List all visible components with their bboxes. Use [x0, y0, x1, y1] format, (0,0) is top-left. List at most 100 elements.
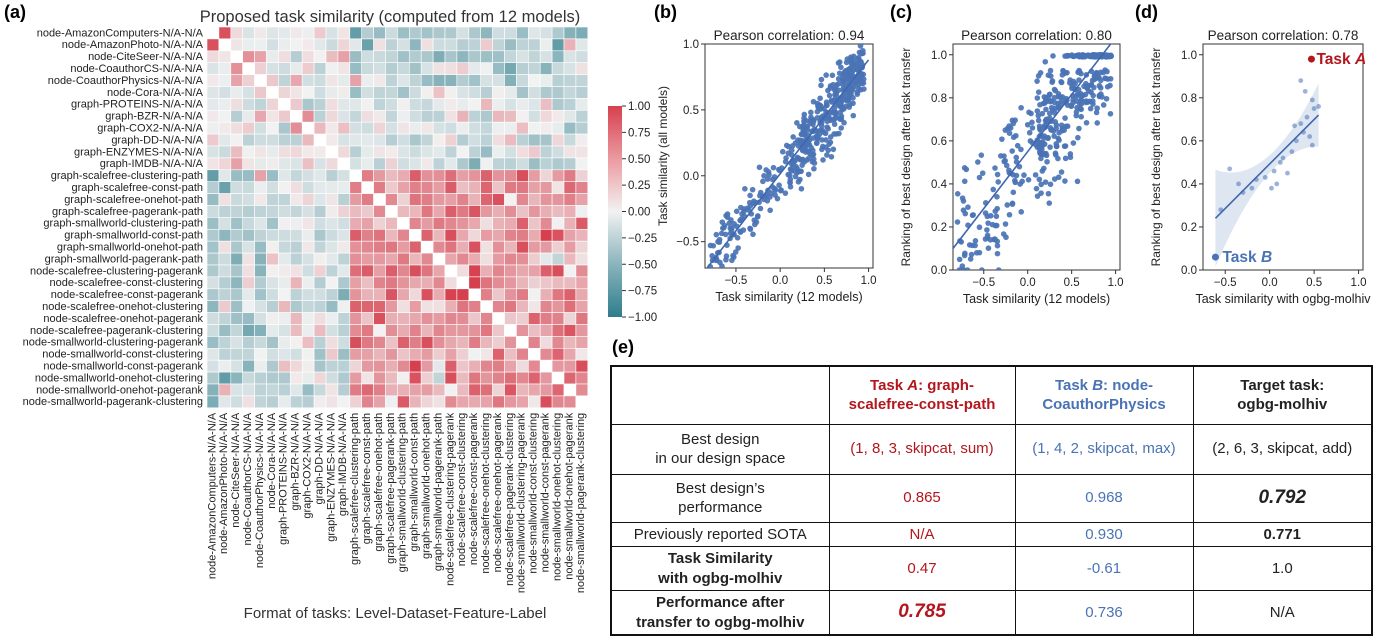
heatmap-cell — [206, 62, 220, 75]
heatmap-cell — [206, 169, 220, 183]
heatmap-cell — [539, 26, 553, 40]
heatmap-row-label: graph-COX2-N/A-N/A — [97, 122, 203, 134]
heatmap-cell — [266, 193, 279, 206]
scatter-point — [1053, 143, 1060, 150]
heatmap-cell — [408, 193, 422, 206]
heatmap-cell — [325, 133, 339, 147]
scatter-point — [1076, 67, 1082, 74]
plot-frame — [704, 43, 874, 269]
heatmap-cell — [278, 252, 291, 266]
heatmap-cell — [480, 50, 493, 63]
scatter-point — [819, 146, 825, 153]
heatmap-cell — [325, 252, 339, 266]
heatmap-cell — [230, 26, 244, 40]
heatmap-cell — [492, 312, 505, 325]
heatmap-row-label: node-CoauthorPhysics-N/A-N/A — [48, 75, 204, 87]
heatmap-cell — [254, 50, 267, 63]
heatmap-cell — [254, 312, 267, 325]
heatmap-cell — [349, 359, 362, 373]
scatter-point — [1086, 98, 1093, 105]
heatmap-cell — [516, 121, 529, 135]
heatmap-col-label: graph-smallworld-pagerank-path — [432, 413, 444, 571]
heatmap-row-label: graph-smallworld-const-path — [64, 230, 203, 242]
panel-label-b: (b) — [654, 2, 677, 22]
heatmap-cell — [504, 86, 517, 99]
heatmap-cell — [278, 312, 291, 325]
heatmap-cell — [456, 312, 470, 325]
heatmap-cell — [563, 252, 577, 266]
heatmap-row-label: graph-PROTEINS-N/A-N/A — [71, 99, 204, 111]
heatmap-col-label: node-scalefree-const-pagerank — [468, 412, 480, 565]
heatmap-cell — [504, 62, 517, 75]
heatmap-cell — [397, 347, 410, 361]
scatter-point — [825, 113, 832, 120]
heatmap-cell — [385, 300, 398, 313]
heatmap-cell — [361, 193, 374, 206]
scatter-point — [1052, 150, 1059, 156]
y-tick-label: 0.0 — [931, 265, 947, 277]
heatmap-cell — [420, 324, 434, 337]
heatmap-cell — [242, 300, 255, 313]
heatmap-cell — [313, 276, 327, 290]
heatmap-cell — [516, 336, 529, 349]
heatmap-cell — [301, 276, 315, 290]
heatmap-cell — [266, 26, 279, 40]
heatmap-cell — [385, 359, 398, 373]
heatmap-col-label: graph-scalefree-clustering-path — [349, 413, 361, 565]
colorbar-tick-label: 0.75 — [628, 127, 650, 139]
row-label-line1: Best design — [681, 430, 760, 448]
heatmap-cell — [539, 347, 553, 361]
scatter-point — [975, 159, 981, 165]
scatter-point — [1043, 152, 1050, 159]
heatmap-cell — [432, 336, 446, 349]
heatmap-col-label: node-CoauthorCS-N/A-N/A — [242, 412, 254, 545]
scatter-point — [783, 155, 789, 161]
heatmap-cell — [420, 193, 434, 206]
heatmap-cell — [349, 300, 362, 313]
heatmap-cell — [444, 169, 458, 183]
scatter-point — [1051, 133, 1057, 139]
heatmap-cell — [527, 240, 541, 254]
scatter-point — [790, 134, 796, 140]
heatmap-cell — [361, 347, 374, 361]
scatter-point — [818, 76, 825, 83]
heatmap-cell — [516, 383, 529, 397]
heatmap-cell — [432, 181, 446, 194]
scatter-point — [1041, 135, 1047, 142]
panel-label-d: (d) — [1135, 2, 1158, 22]
scatter-title: Pearson correlation: 0.78 — [1208, 28, 1359, 43]
heatmap-cell — [373, 133, 386, 147]
scatter-point — [1012, 177, 1018, 184]
heatmap-cell — [432, 312, 446, 325]
heatmap-cell — [313, 193, 327, 206]
scatter-point — [999, 136, 1005, 142]
scatter-point — [1107, 110, 1114, 117]
panel-label-c: (c) — [890, 2, 912, 22]
heatmap-cell — [230, 157, 244, 171]
heatmap-cell — [349, 110, 362, 123]
scatter-point — [1080, 53, 1086, 60]
heatmap-cell — [444, 371, 458, 385]
heatmap-cell — [218, 98, 232, 111]
scatter-point — [1058, 79, 1065, 86]
heatmap-cell — [373, 98, 386, 111]
scatter-point — [1070, 140, 1077, 146]
scatter-point — [782, 190, 789, 196]
heatmap-cell — [349, 371, 362, 385]
heatmap-cell — [337, 264, 351, 278]
scatter-point — [1047, 144, 1053, 150]
scatter-point — [783, 142, 790, 149]
scatter-point — [1026, 129, 1033, 136]
heatmap-cell — [468, 74, 481, 87]
heatmap-cell — [468, 169, 481, 183]
heatmap-cell — [480, 205, 493, 218]
heatmap-cell — [206, 86, 220, 99]
scatter-point — [979, 170, 986, 176]
scatter-point — [757, 205, 764, 212]
heatmap-cell — [242, 98, 255, 111]
heatmap-cell — [230, 62, 244, 75]
scatter-point — [1088, 89, 1094, 96]
heatmap-cell — [337, 133, 351, 147]
heatmap-cell — [254, 264, 267, 278]
